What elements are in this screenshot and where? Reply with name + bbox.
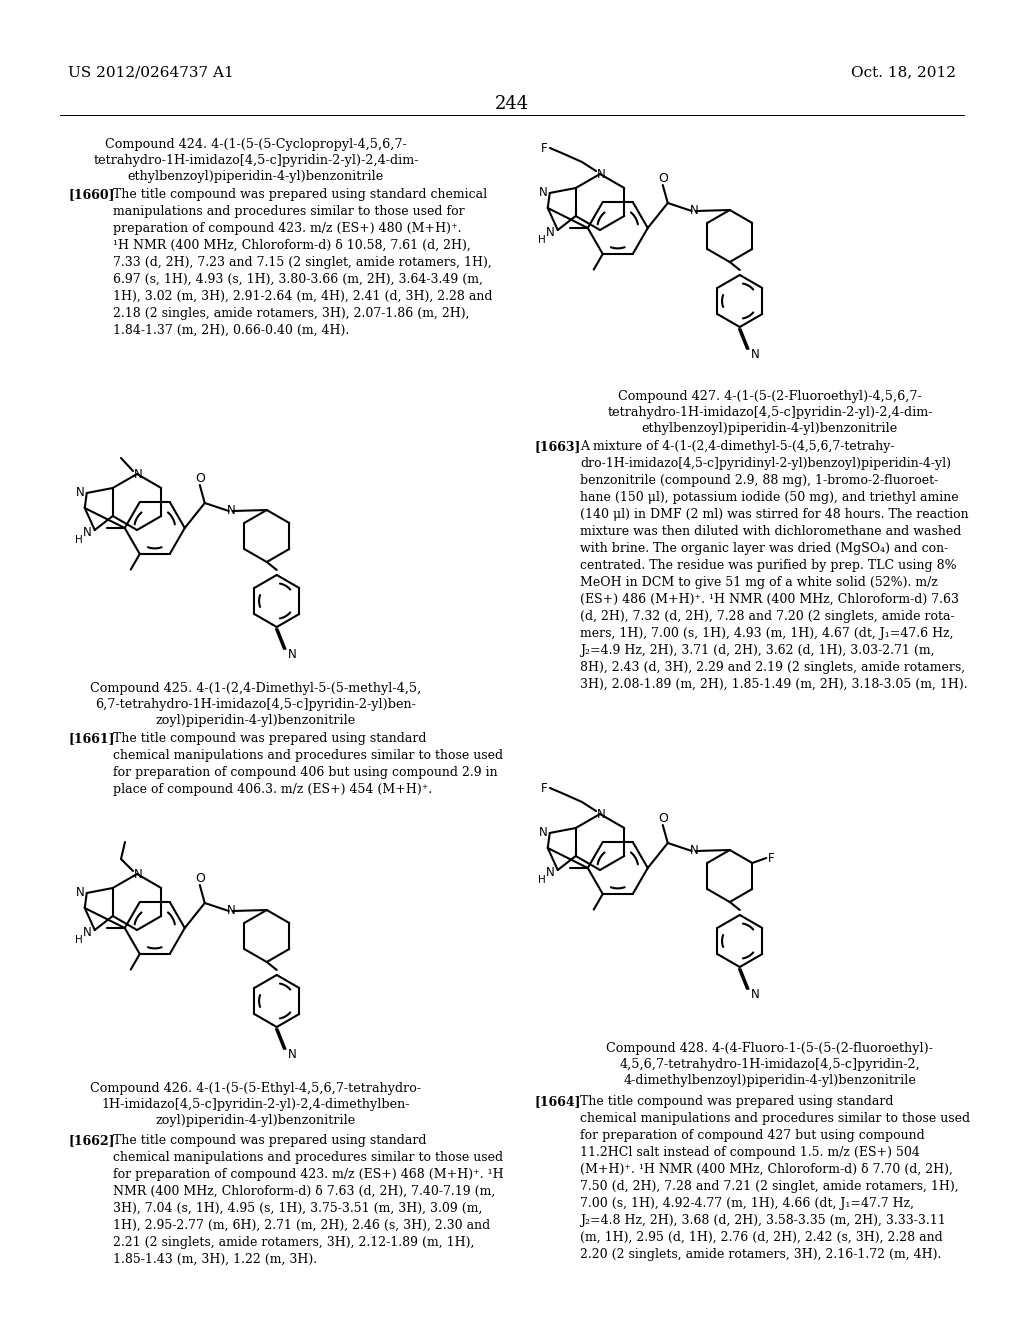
Text: The title compound was prepared using standard
chemical manipulations and proced: The title compound was prepared using st…	[113, 733, 503, 796]
Text: N: N	[597, 808, 605, 821]
Text: O: O	[657, 813, 668, 825]
Text: zoyl)piperidin-4-yl)benzonitrile: zoyl)piperidin-4-yl)benzonitrile	[156, 1114, 356, 1127]
Text: tetrahydro-1H-imidazo[4,5-c]pyridin-2-yl)-2,4-dim-: tetrahydro-1H-imidazo[4,5-c]pyridin-2-yl…	[93, 154, 419, 168]
Text: O: O	[195, 473, 205, 486]
Text: 4,5,6,7-tetrahydro-1H-imidazo[4,5-c]pyridin-2,: 4,5,6,7-tetrahydro-1H-imidazo[4,5-c]pyri…	[620, 1059, 921, 1071]
Text: [1664]: [1664]	[535, 1096, 582, 1107]
Text: N: N	[597, 168, 605, 181]
Text: Oct. 18, 2012: Oct. 18, 2012	[851, 65, 956, 79]
Text: N: N	[226, 504, 236, 517]
Text: N: N	[76, 887, 84, 899]
Text: H: H	[538, 235, 546, 246]
Text: [1660]: [1660]	[68, 187, 115, 201]
Text: O: O	[657, 173, 668, 186]
Text: ethylbenzoyl)piperidin-4-yl)benzonitrile: ethylbenzoyl)piperidin-4-yl)benzonitrile	[642, 422, 898, 436]
Text: A mixture of 4-(1-(2,4-dimethyl-5-(4,5,6,7-tetrahy-
dro-1H-imidazo[4,5-c]pyridin: A mixture of 4-(1-(2,4-dimethyl-5-(4,5,6…	[580, 440, 969, 690]
Text: Compound 424. 4-(1-(5-(5-Cyclopropyl-4,5,6,7-: Compound 424. 4-(1-(5-(5-Cyclopropyl-4,5…	[105, 139, 407, 150]
Text: H: H	[75, 535, 83, 545]
Text: H: H	[75, 935, 83, 945]
Text: H: H	[538, 875, 546, 884]
Text: N: N	[226, 904, 236, 917]
Text: N: N	[288, 648, 296, 661]
Text: N: N	[133, 867, 142, 880]
Text: N: N	[546, 866, 554, 879]
Text: N: N	[76, 487, 84, 499]
Text: N: N	[751, 348, 759, 362]
Text: tetrahydro-1H-imidazo[4,5-c]pyridin-2-yl)-2,4-dim-: tetrahydro-1H-imidazo[4,5-c]pyridin-2-yl…	[607, 407, 933, 418]
Text: N: N	[751, 989, 759, 1002]
Text: [1662]: [1662]	[68, 1134, 115, 1147]
Text: Compound 427. 4-(1-(5-(2-Fluoroethyl)-4,5,6,7-: Compound 427. 4-(1-(5-(2-Fluoroethyl)-4,…	[618, 389, 922, 403]
Text: The title compound was prepared using standard
chemical manipulations and proced: The title compound was prepared using st…	[580, 1096, 970, 1261]
Text: N: N	[539, 826, 547, 840]
Text: Compound 428. 4-(4-Fluoro-1-(5-(5-(2-fluoroethyl)-: Compound 428. 4-(4-Fluoro-1-(5-(5-(2-flu…	[606, 1041, 934, 1055]
Text: N: N	[539, 186, 547, 199]
Text: [1663]: [1663]	[535, 440, 582, 453]
Text: F: F	[768, 851, 774, 865]
Text: N: N	[133, 467, 142, 480]
Text: [1661]: [1661]	[68, 733, 115, 744]
Text: O: O	[195, 873, 205, 886]
Text: 6,7-tetrahydro-1H-imidazo[4,5-c]pyridin-2-yl)ben-: 6,7-tetrahydro-1H-imidazo[4,5-c]pyridin-…	[95, 698, 417, 711]
Text: US 2012/0264737 A1: US 2012/0264737 A1	[68, 65, 233, 79]
Text: The title compound was prepared using standard
chemical manipulations and proced: The title compound was prepared using st…	[113, 1134, 504, 1266]
Text: N: N	[288, 1048, 296, 1061]
Text: Compound 425. 4-(1-(2,4-Dimethyl-5-(5-methyl-4,5,: Compound 425. 4-(1-(2,4-Dimethyl-5-(5-me…	[90, 682, 422, 696]
Text: zoyl)piperidin-4-yl)benzonitrile: zoyl)piperidin-4-yl)benzonitrile	[156, 714, 356, 727]
Text: N: N	[689, 205, 698, 218]
Text: Compound 426. 4-(1-(5-(5-Ethyl-4,5,6,7-tetrahydro-: Compound 426. 4-(1-(5-(5-Ethyl-4,5,6,7-t…	[90, 1082, 422, 1096]
Text: ethylbenzoyl)piperidin-4-yl)benzonitrile: ethylbenzoyl)piperidin-4-yl)benzonitrile	[128, 170, 384, 183]
Text: 4-dimethylbenzoyl)piperidin-4-yl)benzonitrile: 4-dimethylbenzoyl)piperidin-4-yl)benzoni…	[624, 1074, 916, 1086]
Text: The title compound was prepared using standard chemical
manipulations and proced: The title compound was prepared using st…	[113, 187, 493, 337]
Text: N: N	[82, 527, 91, 540]
Text: 244: 244	[495, 95, 529, 114]
Text: 1H-imidazo[4,5-c]pyridin-2-yl)-2,4-dimethylben-: 1H-imidazo[4,5-c]pyridin-2-yl)-2,4-dimet…	[101, 1098, 411, 1111]
Text: F: F	[541, 781, 547, 795]
Text: N: N	[546, 227, 554, 239]
Text: N: N	[689, 845, 698, 858]
Text: N: N	[82, 927, 91, 940]
Text: F: F	[541, 141, 547, 154]
